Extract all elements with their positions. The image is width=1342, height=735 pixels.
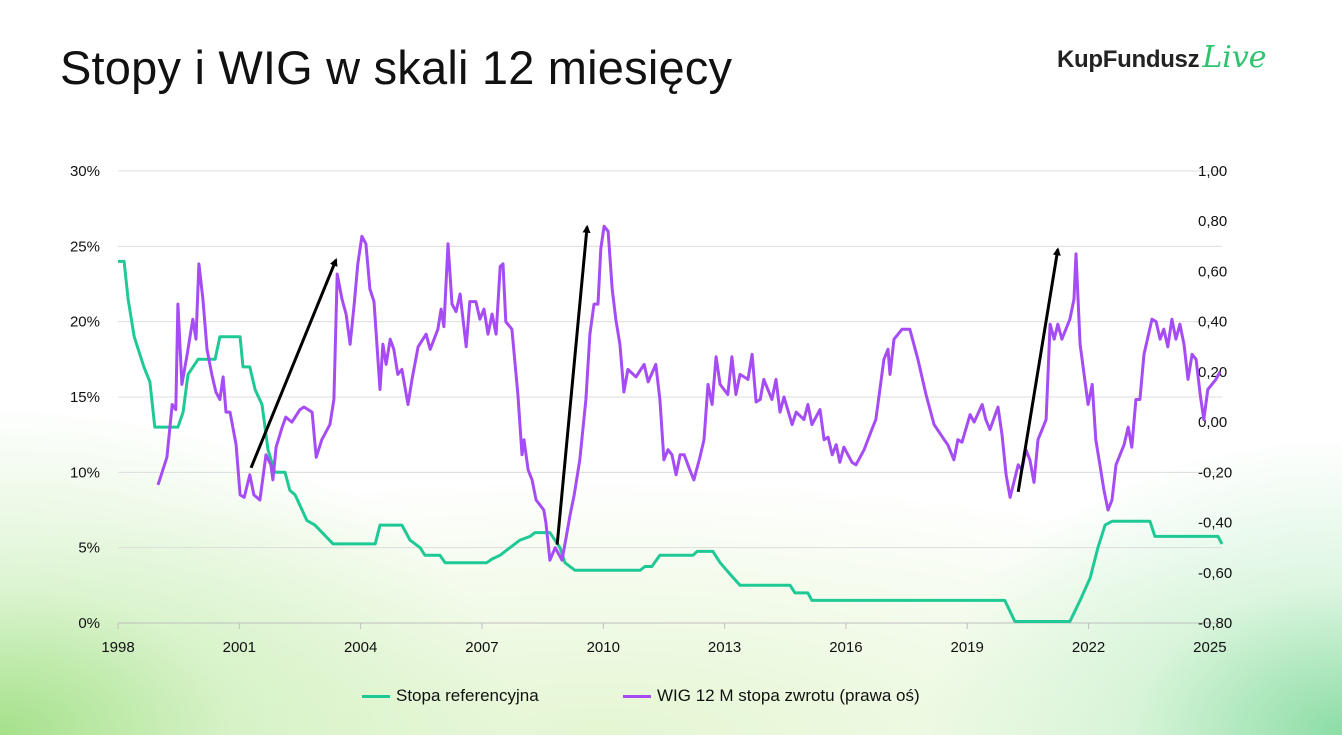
x-tick-label: 2007 xyxy=(465,639,498,656)
x-tick-label: 2025 xyxy=(1193,639,1226,656)
y-right-tick-label: 0,20 xyxy=(1198,364,1227,381)
y-right-tick-label: -0,80 xyxy=(1198,615,1232,632)
y-right-tick-label: 1,00 xyxy=(1198,163,1227,180)
legend-swatch-rate xyxy=(362,694,390,698)
y-right-tick-label: 0,40 xyxy=(1198,314,1227,331)
y-left-tick-label: 0% xyxy=(78,615,100,632)
legend-swatch-wig xyxy=(623,694,651,698)
x-tick-label: 2004 xyxy=(344,639,377,656)
legend-label-wig: WIG 12 M stopa zwrotu (prawa oś) xyxy=(657,686,920,705)
legend-label-rate: Stopa referencyjna xyxy=(396,686,539,705)
y-left-tick-label: 10% xyxy=(70,464,100,481)
page-title: Stopy i WIG w skali 12 miesięcy xyxy=(60,41,733,94)
y-right-tick-label: 0,80 xyxy=(1198,213,1227,230)
legend-item-wig: WIG 12 M stopa zwrotu (prawa oś) xyxy=(623,686,920,706)
series-line-rate xyxy=(118,259,1224,623)
trend-arrow xyxy=(249,258,338,469)
legend-item-rate: Stopa referencyjna xyxy=(362,686,539,706)
y-left-tick-label: 5% xyxy=(78,540,100,557)
y-left-tick-label: 15% xyxy=(70,389,100,406)
y-left-tick-label: 20% xyxy=(70,314,100,331)
x-tick-label: 2022 xyxy=(1072,639,1105,656)
logo-accent-text: Live xyxy=(1202,40,1267,75)
y-left-tick-label: 30% xyxy=(70,163,100,180)
x-tick-label: 1998 xyxy=(101,639,134,656)
trend-arrow xyxy=(1016,247,1061,493)
x-tick-label: 2010 xyxy=(587,639,620,656)
y-left-tick-label: 25% xyxy=(70,238,100,255)
brand-logo: KupFundusz Live xyxy=(1057,40,1267,75)
x-tick-label: 2016 xyxy=(829,639,862,656)
series-line-wig xyxy=(156,224,1222,562)
x-tick-label: 2019 xyxy=(951,639,984,656)
trend-arrow xyxy=(555,224,591,545)
x-tick-label: 2001 xyxy=(223,639,256,656)
y-right-tick-label: 0,60 xyxy=(1198,263,1227,280)
logo-text: KupFundusz xyxy=(1057,46,1200,73)
legend: Stopa referencyjna WIG 12 M stopa zwrotu… xyxy=(0,686,1342,710)
y-right-tick-label: -0,20 xyxy=(1198,464,1232,481)
y-right-tick-label: -0,60 xyxy=(1198,565,1232,582)
y-right-tick-label: -0,40 xyxy=(1198,515,1232,532)
x-tick-label: 2013 xyxy=(708,639,741,656)
